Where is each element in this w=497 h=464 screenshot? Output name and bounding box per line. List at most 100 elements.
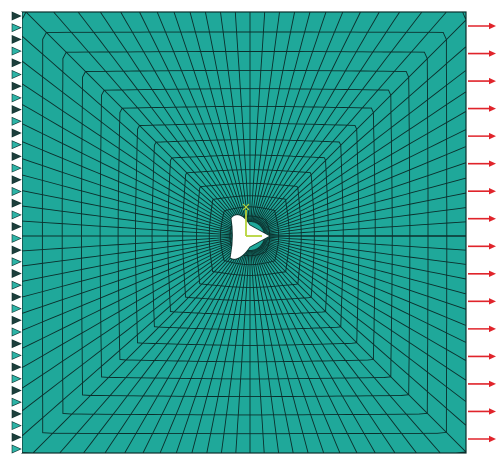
- mesh-spoke: [21, 220, 237, 236]
- mesh-spoke: [21, 35, 240, 228]
- load-arrow-head-icon: [489, 353, 496, 360]
- mesh-spoke: [256, 247, 376, 454]
- mesh-spoke: [173, 11, 246, 223]
- mesh-spoke: [260, 244, 467, 426]
- support-triangle-icon: [11, 257, 22, 267]
- mesh-spoke: [21, 242, 239, 368]
- support-triangle-icon: [11, 444, 22, 454]
- support-triangle-icon: [11, 116, 22, 126]
- load-arrow-head-icon: [489, 77, 496, 85]
- mesh-spoke: [254, 248, 341, 454]
- mesh-spoke: [21, 190, 237, 234]
- support-triangle-icon: [11, 151, 22, 161]
- support-triangle-icon: [11, 304, 22, 314]
- mesh-spoke: [104, 247, 243, 454]
- mesh-spoke: [83, 246, 242, 454]
- mesh-grid: [21, 11, 467, 454]
- support-triangle-icon: [11, 11, 22, 21]
- mesh-spoke: [252, 249, 294, 454]
- mesh-spoke: [259, 19, 467, 227]
- support-triangle-icon: [11, 34, 22, 44]
- mesh-spoke: [263, 207, 467, 235]
- mesh-spoke: [21, 236, 237, 252]
- mesh-spoke: [142, 248, 245, 454]
- support-triangle-icon: [11, 269, 22, 278]
- support-triangle-icon: [11, 128, 22, 138]
- mesh-spoke: [53, 11, 242, 226]
- support-triangle-icon: [11, 222, 22, 232]
- load-arrow-head-icon: [489, 435, 496, 443]
- mesh-spoke: [21, 174, 237, 233]
- mesh-spoke: [234, 11, 250, 223]
- mesh-spoke: [254, 11, 327, 223]
- mesh-spoke: [256, 11, 380, 225]
- support-triangle-icon: [11, 233, 22, 243]
- mesh-spoke: [220, 11, 249, 223]
- mesh-spoke: [262, 241, 467, 343]
- mesh-spoke: [255, 248, 358, 454]
- load-arrow-head-icon: [489, 22, 496, 30]
- support-triangle-icon: [11, 421, 22, 431]
- mesh-spoke: [250, 249, 265, 454]
- support-triangle-icon: [11, 350, 22, 360]
- mesh-spoke: [263, 192, 467, 234]
- support-base: [8, 12, 22, 453]
- mesh-spoke: [258, 11, 423, 226]
- support-triangle-icon: [11, 81, 22, 91]
- mesh-spoke: [251, 249, 280, 454]
- mesh-spoke: [124, 247, 244, 454]
- support-triangle-icon: [11, 175, 22, 185]
- mesh-spoke: [99, 11, 243, 225]
- mesh-spoke: [21, 240, 238, 331]
- mesh-spoke: [21, 243, 239, 389]
- mesh-spoke: [258, 246, 417, 454]
- support-triangle-icon: [11, 409, 22, 419]
- mesh-spoke: [254, 249, 325, 454]
- mesh-spoke: [32, 245, 241, 454]
- support-triangle-icon: [11, 46, 22, 56]
- support-triangle-icon: [11, 58, 22, 68]
- mesh-spoke: [255, 11, 361, 224]
- load-arrow-head-icon: [489, 132, 496, 140]
- mesh-spoke: [21, 205, 237, 235]
- mesh-spoke: [21, 158, 237, 232]
- support-triangle-icon: [11, 280, 22, 290]
- load-arrow-head-icon: [489, 270, 496, 277]
- support-triangle-icon: [11, 210, 22, 220]
- mesh-spoke: [262, 129, 467, 231]
- mesh-spoke: [159, 248, 246, 454]
- mesh-spoke: [21, 60, 240, 228]
- support-triangle-icon: [11, 362, 22, 372]
- support-triangle-icon: [11, 315, 22, 325]
- mesh-spoke: [220, 249, 249, 454]
- mesh-spoke: [261, 110, 467, 230]
- mesh-spoke: [261, 243, 467, 381]
- mesh-spoke: [260, 69, 467, 228]
- support-triangle-icon: [11, 93, 22, 103]
- fixed-support-column: [8, 11, 22, 454]
- mesh-spoke: [21, 104, 239, 230]
- mesh-spoke: [189, 11, 247, 223]
- mesh-spoke: [263, 221, 467, 236]
- mesh-spoke: [257, 11, 401, 225]
- mesh-spoke: [260, 244, 467, 403]
- support-triangle-icon: [11, 105, 22, 115]
- mesh-spoke: [252, 11, 296, 223]
- mesh-spoke: [206, 249, 248, 454]
- mesh-spoke: [253, 249, 309, 454]
- mesh-spoke: [21, 141, 238, 232]
- support-triangle-icon: [11, 374, 22, 384]
- mesh-spoke: [263, 237, 467, 265]
- support-triangle-icon: [11, 163, 22, 173]
- load-arrow-head-icon: [489, 380, 496, 388]
- load-arrow-head-icon: [489, 50, 496, 57]
- mesh-spoke: [259, 245, 467, 453]
- mesh-spoke: [175, 249, 246, 454]
- mesh-spoke: [139, 11, 245, 224]
- crack-notch: [229, 214, 271, 260]
- support-triangle-icon: [11, 140, 22, 150]
- mesh-spoke: [261, 91, 467, 229]
- mesh-spoke: [258, 246, 441, 454]
